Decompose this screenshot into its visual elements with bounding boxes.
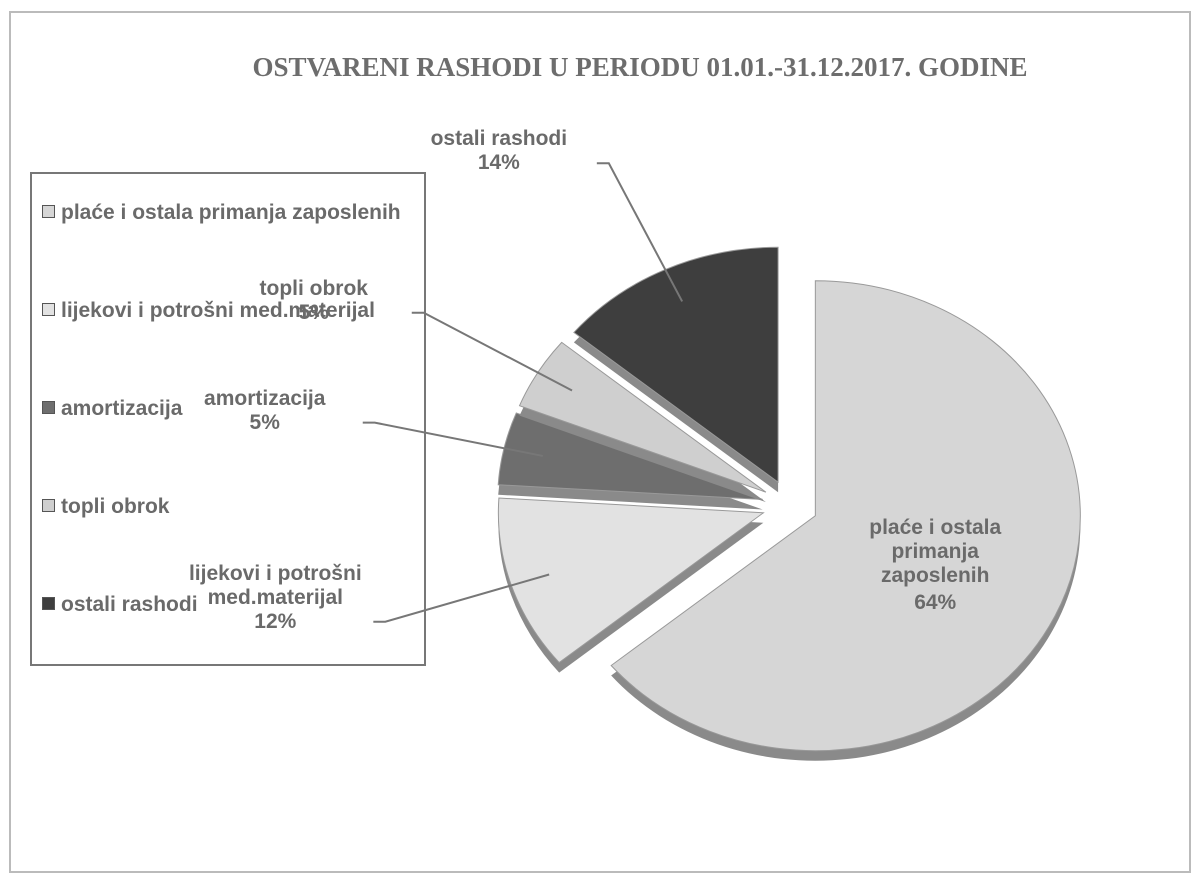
legend: plaće i ostala primanja zaposlenih lijeko… (30, 172, 426, 666)
legend-label: lijekovi i potrošni med.materijal (61, 299, 375, 322)
legend-swatch (42, 401, 55, 414)
legend-label: topli obrok (61, 495, 170, 518)
slice-label: ostali rashodi (430, 127, 568, 151)
leader-line (362, 421, 544, 457)
slice-label: topli obrok (259, 276, 369, 300)
legend-label: plaće i ostala primanja zaposlenih (61, 201, 401, 224)
legend-swatch (42, 499, 55, 512)
chart-title: OSTVARENI RASHODI U PERIODU 01.01.-31.12… (252, 52, 1028, 82)
legend-swatch (42, 597, 55, 610)
legend-item: ostali rashodi (42, 592, 422, 617)
legend-swatch (42, 303, 55, 316)
legend-label: ostali rashodi (61, 593, 198, 616)
legend-label: amortizacija (61, 397, 183, 420)
leader-line (411, 311, 573, 392)
legend-swatch (42, 205, 55, 218)
legend-item: amortizacija (42, 396, 422, 421)
slice-value-label: 12% (254, 609, 297, 633)
slice-value-label: 14% (477, 151, 520, 175)
leader-line (373, 573, 550, 623)
leader-line (596, 162, 684, 302)
slice-label: lijekovi i potrošni med.materijal (188, 561, 362, 609)
legend-item: topli obrok (42, 494, 422, 519)
slice-value-label: 5% (298, 300, 329, 324)
legend-item: lijekovi i potrošni med.materijal (42, 298, 422, 323)
frame (9, 11, 1191, 873)
slice-value-label: 64% (914, 590, 957, 614)
legend-item: plaće i ostala primanja zaposlenih (42, 200, 422, 225)
slice-value-label: 5% (249, 410, 280, 434)
slice-label: plaće i ostala primanja zaposlenih (869, 515, 1002, 587)
pie-slice (610, 280, 1081, 752)
slice-label: amortizacija (204, 386, 326, 410)
